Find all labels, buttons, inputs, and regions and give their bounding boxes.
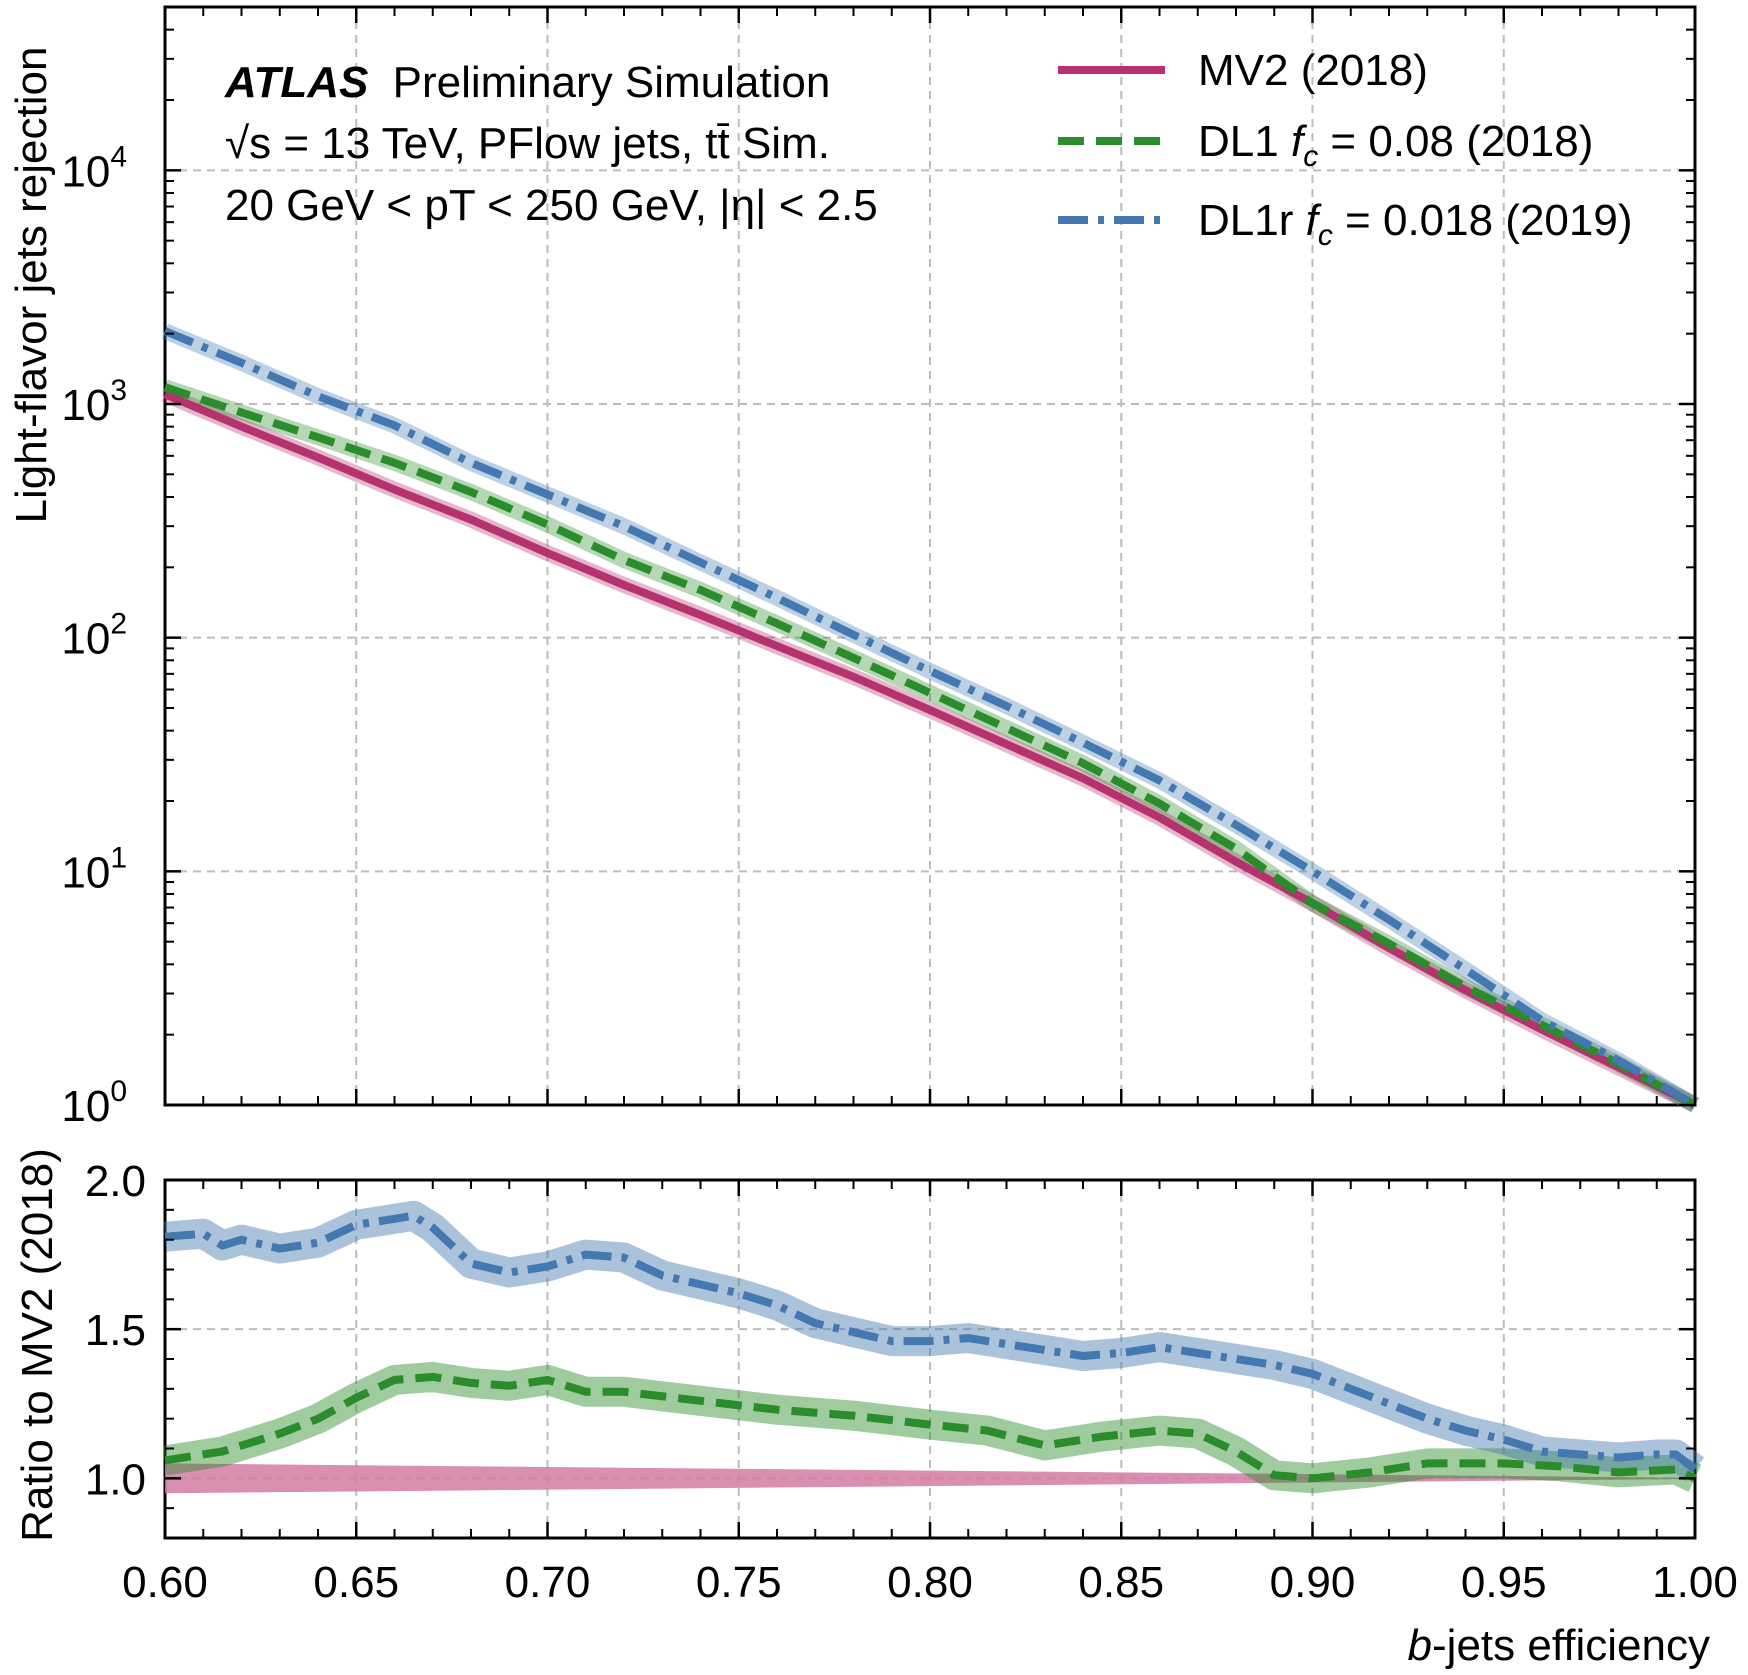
legend-entry-mv2: MV2 (2018): [1058, 46, 1428, 95]
ratio-y-tick-label: 1.5: [85, 1306, 146, 1355]
ratio-series-lines: [164, 1211, 1698, 1483]
legend-label-dl1: DL1 fc = 0.08 (2018): [1198, 117, 1593, 173]
y-tick-label: 102: [61, 608, 127, 664]
main-ticks: [163, 6, 1697, 1107]
annotation-energy-line: √s = 13 TeV, PFlow jets, tt̄ Sim.: [225, 119, 830, 168]
x-tick-labels: 0.60 0.65 0.70 0.75 0.80 0.85 0.90 0.95 1.00: [122, 1558, 1738, 1607]
y-tick-label: 100: [61, 1075, 127, 1131]
atlas-label: ATLAS: [224, 58, 368, 107]
ratio-y-tick-label: 2.0: [85, 1157, 146, 1206]
ratio-band-mv2-2018: [165, 1463, 1695, 1494]
x-tick-label: 0.85: [1078, 1558, 1164, 1607]
atlas-status: Preliminary Simulation: [393, 58, 831, 107]
annotation-cuts-line: 20 GeV < pT < 250 GeV, |η| < 2.5: [225, 181, 878, 230]
legend-label-dl1r: DL1r fc = 0.018 (2019): [1198, 196, 1633, 252]
x-tick-label: 0.75: [696, 1558, 782, 1607]
x-tick-label: 0.65: [313, 1558, 399, 1607]
main-line-dl1r-f-c-0-018-2019: [163, 327, 1698, 1109]
legend: MV2 (2018) DL1 fc = 0.08 (2018) DL1r fc …: [1058, 46, 1633, 252]
legend-entry-dl1r: DL1r fc = 0.018 (2019): [1058, 196, 1633, 252]
x-tick-label: 0.95: [1461, 1558, 1547, 1607]
y-tick-label: 104: [61, 140, 127, 196]
main-line-dl1-f-c-0-08-2018: [163, 383, 1697, 1109]
x-tick-label: 0.90: [1270, 1558, 1356, 1607]
ratio-y-axis-title: Ratio to MV2 (2018): [13, 1148, 62, 1542]
ratio-line-dl1-f-c-0-08-2018: [164, 1372, 1697, 1483]
atlas-annotation: ATLAS Preliminary Simulation √s = 13 TeV…: [224, 58, 878, 230]
ratio-panel: 1.01.52.0 0.60 0.65 0.70 0.75 0.80 0.85 0.90 0.…: [13, 1148, 1738, 1670]
ratio-y-tick-label: 1.0: [85, 1455, 146, 1504]
y-tick-label: 103: [61, 374, 127, 430]
legend-label-mv2: MV2 (2018): [1198, 46, 1428, 95]
ratio-line-dl1r-f-c-0-018-2019: [164, 1211, 1698, 1473]
main-y-tick-labels: 100 101 102 103 104: [61, 140, 127, 1131]
x-axis-title: b-jets efficiency: [1408, 1621, 1710, 1670]
y-tick-label: 101: [61, 841, 127, 897]
x-tick-label: 0.80: [887, 1558, 973, 1607]
x-tick-label: 0.70: [505, 1558, 591, 1607]
main-panel: 100 101 102 103 104 Light-flavor jets reject…: [7, 5, 1700, 1131]
main-grid: [165, 7, 1695, 1105]
ratio-ticks: [163, 1178, 1697, 1538]
legend-entry-dl1: DL1 fc = 0.08 (2018): [1058, 117, 1593, 173]
main-series-lines: [163, 327, 1698, 1109]
x-tick-label: 1.00: [1652, 1558, 1738, 1607]
svg-text:ATLAS Preliminary Simula: ATLAS Preliminary Simulation: [224, 58, 830, 107]
x-tick-label: 0.60: [122, 1558, 208, 1607]
ratio-y-tick-labels: 1.0 1.5 2.0: [85, 1157, 146, 1504]
main-y-axis-title: Light-flavor jets rejection: [7, 47, 56, 524]
